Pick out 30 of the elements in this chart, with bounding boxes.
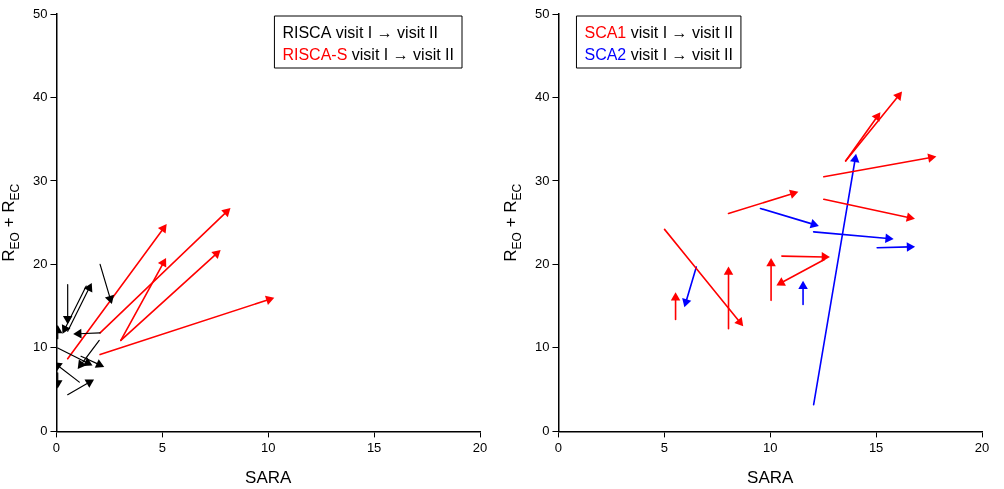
text: SCA1 visit I → visit II bbox=[584, 24, 733, 41]
x-tick-label: 0 bbox=[554, 439, 563, 455]
x-tick-label: 10 bbox=[763, 439, 778, 455]
y-tick-label: 30 bbox=[32, 172, 48, 188]
text: RISCA visit I → visit II bbox=[282, 24, 438, 41]
x-tick-label: 0 bbox=[52, 439, 61, 455]
y-tick-label: 50 bbox=[32, 5, 48, 21]
text: RISCA-S visit I → visit II bbox=[282, 46, 454, 63]
y-tick-label: 40 bbox=[534, 89, 550, 105]
y-tick-label: 50 bbox=[534, 5, 550, 21]
y-tick-label: 20 bbox=[534, 256, 550, 272]
x-tick-label: 5 bbox=[158, 439, 166, 455]
x-tick-label: 10 bbox=[261, 439, 276, 455]
y-axis-title: REO + REC bbox=[0, 183, 23, 262]
x-axis-title: SARA bbox=[747, 468, 795, 488]
x-tick-label: 15 bbox=[868, 439, 884, 455]
y-tick-label: 10 bbox=[32, 339, 48, 355]
x-axis-title: SARA bbox=[245, 468, 293, 488]
y-tick-label: 30 bbox=[534, 172, 550, 188]
x-tick-label: 20 bbox=[472, 439, 488, 455]
y-tick-label: 0 bbox=[40, 422, 48, 438]
y-tick-label: 0 bbox=[542, 422, 550, 438]
x-tick-label: 15 bbox=[366, 439, 382, 455]
x-tick-label: 20 bbox=[974, 439, 990, 455]
y-tick-label: 10 bbox=[534, 339, 550, 355]
x-tick-label: 5 bbox=[660, 439, 668, 455]
y-tick-label: 20 bbox=[32, 256, 48, 272]
y-axis-title: REO + REC bbox=[501, 183, 525, 262]
text: SCA2 visit I → visit II bbox=[584, 46, 733, 63]
y-tick-label: 40 bbox=[32, 89, 48, 105]
